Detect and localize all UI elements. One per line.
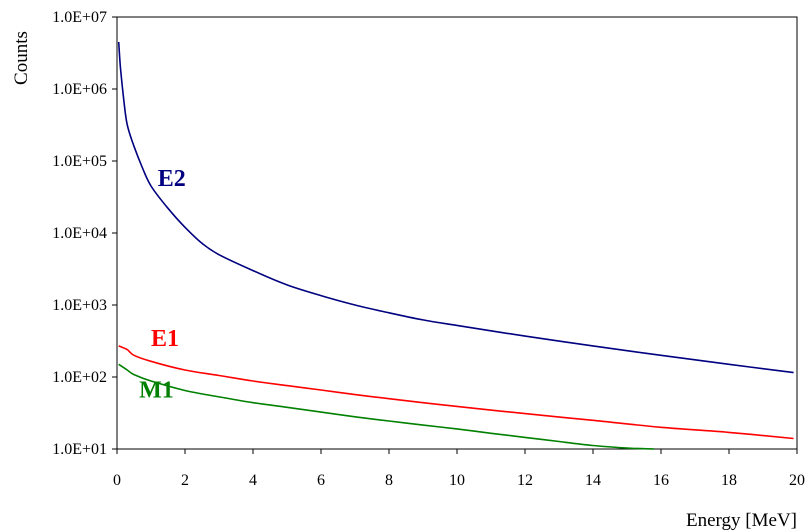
y-tick-label: 1.0E+02 xyxy=(52,369,107,386)
y-tick-label: 1.0E+04 xyxy=(52,225,107,242)
x-tick-label: 8 xyxy=(385,472,393,489)
y-tick-label: 1.0E+03 xyxy=(52,297,107,314)
x-tick-label: 0 xyxy=(113,472,121,489)
series-line-e1 xyxy=(118,345,794,440)
x-tick-label: 2 xyxy=(181,472,189,489)
series-line-e2 xyxy=(117,41,794,374)
x-tick-label: 4 xyxy=(249,472,257,489)
series-label-e1: E1 xyxy=(151,326,179,352)
x-tick-label: 20 xyxy=(789,472,805,489)
x-tick-label: 14 xyxy=(585,472,601,489)
y-axis: 1.0E+01 1.0E+02 1.0E+03 1.0E+04 1.0E+05 1.0E+… xyxy=(52,9,117,458)
series-layer xyxy=(117,41,794,450)
x-tick-label: 12 xyxy=(517,472,533,489)
series-labels: E2 E1 M1 xyxy=(139,166,186,403)
x-tick-label: 16 xyxy=(653,472,669,489)
y-tick-label: 1.0E+07 xyxy=(52,9,107,26)
series-line-m1 xyxy=(118,363,655,450)
x-axis-title: Energy [MeV] xyxy=(686,510,797,531)
series-label-e2: E2 xyxy=(158,166,186,192)
x-tick-label: 18 xyxy=(721,472,737,489)
y-tick-label: 1.0E+05 xyxy=(52,153,107,170)
y-tick-label: 1.0E+01 xyxy=(52,441,107,458)
y-axis-title: Counts xyxy=(11,31,32,85)
series-label-m1: M1 xyxy=(139,377,174,403)
y-tick-label: 1.0E+06 xyxy=(52,81,107,98)
x-axis: 0 2 4 6 8 10 12 14 16 18 20 xyxy=(113,449,805,489)
x-tick-label: 10 xyxy=(449,472,465,489)
x-tick-label: 6 xyxy=(317,472,325,489)
